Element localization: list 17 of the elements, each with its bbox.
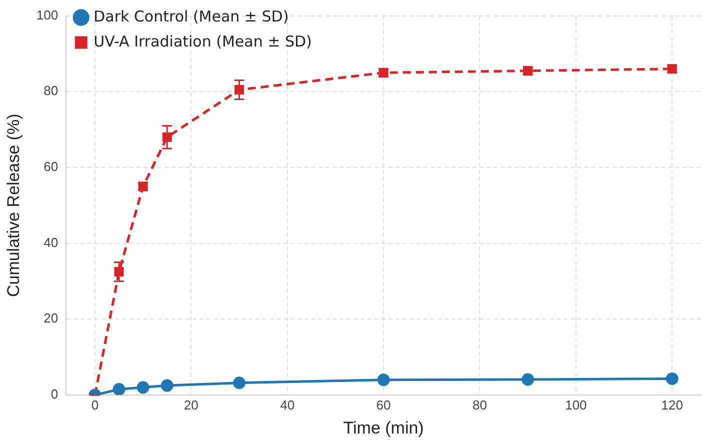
- x-tick-label: 120: [661, 397, 683, 412]
- x-tick-label: 40: [280, 397, 295, 412]
- x-axis-title: Time (min): [343, 418, 424, 438]
- legend-label: UV-A Irradiation (Mean ± SD): [94, 32, 312, 50]
- y-axis-title: Cumulative Release (%): [4, 114, 23, 298]
- y-tick-label: 0: [50, 386, 58, 402]
- x-tick-label: 60: [376, 397, 391, 412]
- x-tick-label: 100: [565, 397, 587, 412]
- x-tick-label: 80: [472, 397, 487, 412]
- y-tick-label: 80: [44, 83, 58, 98]
- x-tick-label: 0: [91, 397, 99, 412]
- x-tick-label: 20: [184, 397, 198, 412]
- legend-label: Dark Control (Mean ± SD): [94, 7, 289, 26]
- y-tick-label: 40: [44, 234, 58, 250]
- y-tick-label: 100: [36, 7, 58, 22]
- y-tick-label: 60: [44, 159, 58, 174]
- y-tick-label: 20: [44, 310, 58, 326]
